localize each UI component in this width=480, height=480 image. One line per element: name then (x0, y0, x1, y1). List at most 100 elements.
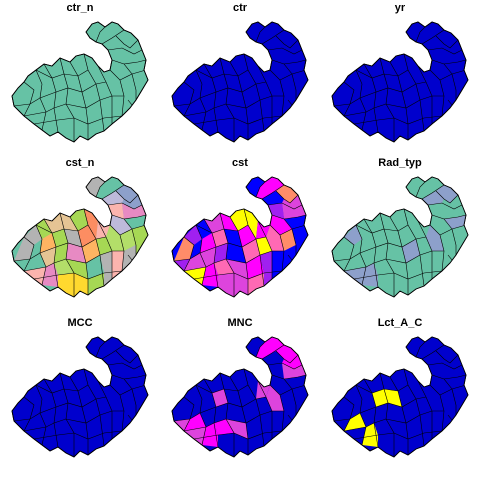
map-region (96, 177, 124, 199)
map-svg (171, 21, 309, 143)
map-region (378, 273, 394, 297)
region-boundary (219, 372, 235, 457)
map-panel-mcc: MCC (0, 315, 160, 475)
map-svg (11, 176, 149, 298)
region-boundary (183, 81, 195, 117)
map-region (416, 237, 432, 255)
region-boundary (275, 35, 299, 49)
region-boundary (193, 270, 283, 280)
region-boundary (107, 362, 143, 370)
region-boundary (119, 69, 147, 81)
region-boundary (69, 376, 89, 455)
map-region (212, 229, 228, 247)
map-region (406, 415, 424, 439)
region-boundary (23, 250, 124, 272)
region-boundary (229, 376, 249, 455)
region-boundary (23, 410, 124, 432)
region-boundary (23, 95, 124, 117)
map-panel-mnc: MNC (160, 315, 320, 475)
region-boundary (421, 29, 445, 45)
region-boundary (283, 214, 307, 220)
region-boundary (267, 202, 303, 210)
map-region (270, 215, 292, 235)
map-svg (331, 21, 469, 143)
map-region (380, 213, 398, 231)
region-boundary (255, 341, 266, 358)
map-region (344, 427, 366, 445)
region-boundary (355, 69, 409, 79)
region-boundary (343, 250, 444, 272)
region-boundary (267, 362, 303, 370)
map-region (230, 369, 248, 391)
map-region (422, 191, 444, 205)
region-boundary (23, 81, 35, 117)
region-boundary (123, 59, 147, 65)
region-boundary (97, 220, 113, 279)
region-boundary (255, 181, 266, 198)
region-boundary (435, 190, 459, 204)
region-boundary (183, 250, 284, 272)
map-region (374, 243, 388, 263)
map-region (54, 259, 74, 275)
region-boundary (421, 184, 445, 200)
region-boundary (333, 236, 427, 262)
map-panel-ctr-n: ctr_n (0, 0, 160, 160)
map-region (184, 413, 206, 431)
map-region (200, 393, 216, 413)
panel-title: ctr_n (66, 2, 94, 14)
map-region (372, 389, 388, 407)
region-boundary (443, 374, 467, 380)
region-boundary (439, 224, 467, 236)
map-region (96, 221, 110, 239)
region-boundary (353, 115, 443, 125)
region-boundary (443, 59, 467, 65)
region-boundary (279, 224, 307, 236)
map-region (420, 251, 432, 286)
region-boundary (283, 374, 307, 380)
map-region (184, 385, 202, 405)
region-boundary (353, 430, 443, 440)
region-boundary (183, 236, 195, 272)
region-boundary (95, 26, 106, 43)
map-region (230, 209, 248, 231)
region-boundary (173, 81, 267, 107)
map-region (246, 337, 265, 357)
map-region (214, 259, 234, 275)
map-region (344, 413, 366, 431)
map-region (440, 389, 456, 411)
region-boundary (417, 380, 433, 439)
region-boundary (95, 181, 106, 198)
map-region (390, 369, 408, 391)
panel-title: yr (394, 2, 406, 14)
region-boundary (379, 212, 395, 297)
region-boundary (261, 184, 285, 200)
map-panel-cst-n: cst_n (0, 155, 160, 315)
map-region (426, 225, 444, 251)
region-boundary (59, 57, 75, 142)
map-region (380, 373, 398, 391)
map-region (260, 411, 272, 446)
map-region (402, 239, 420, 263)
map-region (426, 385, 444, 411)
region-boundary (353, 270, 443, 280)
panel-title: cst (232, 157, 248, 169)
region-boundary (415, 26, 426, 43)
map-region (374, 259, 394, 275)
map-region (110, 215, 132, 235)
map-region (406, 177, 425, 197)
map-region (112, 251, 124, 279)
region-boundary (427, 202, 463, 210)
map-region (70, 209, 88, 231)
map-region (122, 245, 136, 271)
map-region (218, 433, 234, 457)
map-region (218, 273, 234, 297)
map-region (270, 375, 292, 395)
map-region (432, 251, 444, 279)
map-region (86, 177, 105, 197)
map-border (331, 21, 469, 143)
map-region (202, 423, 218, 447)
map-region (344, 225, 362, 245)
region-boundary (257, 380, 273, 439)
region-boundary (279, 69, 307, 81)
